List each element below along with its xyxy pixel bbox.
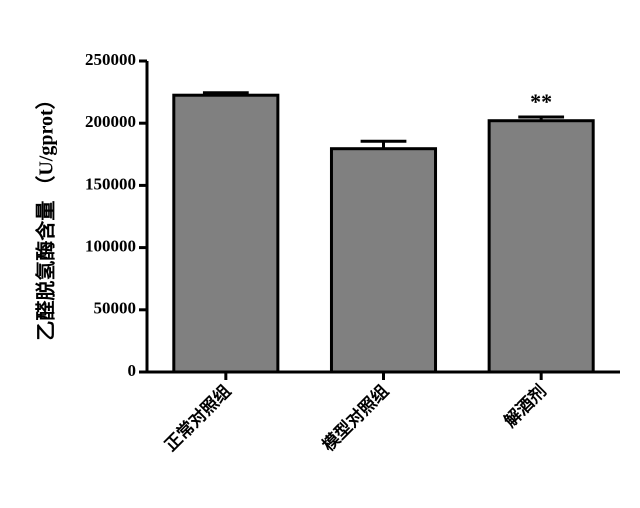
y-axis-label: 乙醛脱氢酶含量 （U/gprot） — [34, 89, 58, 340]
y-tick-label: 100000 — [85, 237, 136, 256]
x-tick-label: 正常对照组 — [160, 381, 234, 455]
x-tick-label: 模型对照组 — [318, 381, 392, 455]
x-tick-label: 解酒剂 — [500, 381, 550, 431]
annotation: ** — [530, 89, 552, 114]
y-tick-label: 200000 — [85, 112, 136, 131]
y-tick-label: 250000 — [85, 50, 136, 69]
y-tick-label: 150000 — [85, 174, 136, 193]
bar — [329, 147, 438, 374]
bar — [487, 119, 595, 374]
y-tick-label: 50000 — [94, 299, 137, 318]
y-tick-label: 0 — [128, 361, 137, 380]
bar — [172, 93, 280, 374]
